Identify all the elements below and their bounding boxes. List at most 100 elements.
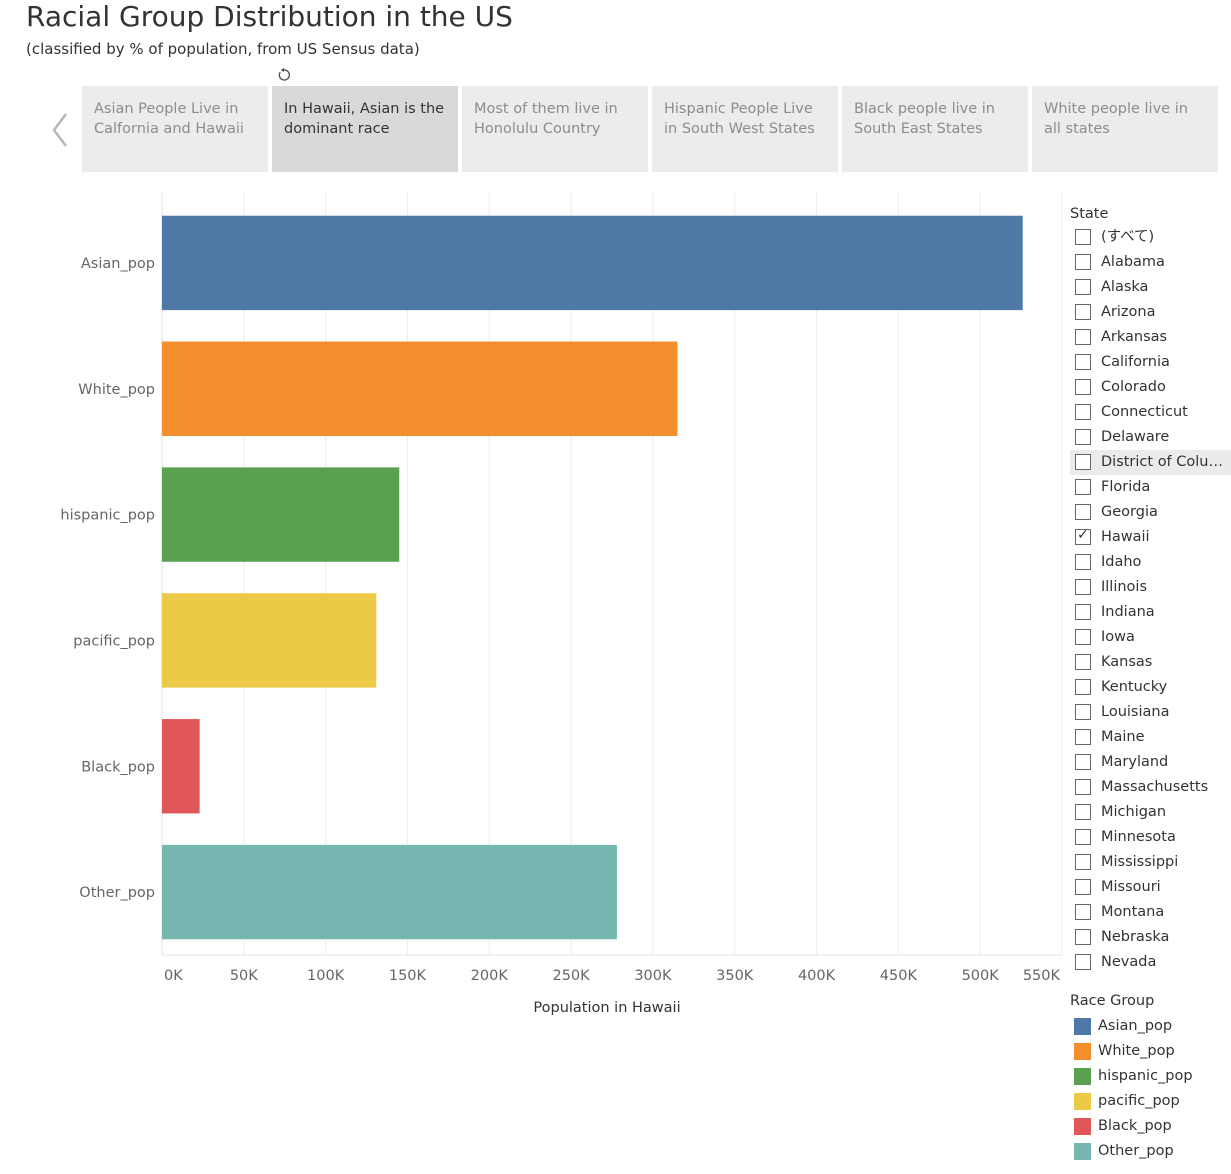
state-filter-label: Delaware <box>1101 429 1170 445</box>
state-filter-item[interactable]: Maine <box>1070 725 1231 750</box>
checkbox[interactable] <box>1075 379 1091 395</box>
state-filter-item[interactable]: Florida <box>1070 475 1231 500</box>
state-filter-list: (すべて) Alabama Alaska Arizona Arkansas Califor… <box>1070 225 1231 975</box>
checkbox[interactable] <box>1075 479 1091 495</box>
legend-item[interactable]: hispanic_pop <box>1070 1064 1231 1089</box>
bar[interactable] <box>162 719 200 814</box>
x-tick-label: 200K <box>471 968 509 984</box>
checkbox[interactable] <box>1075 904 1091 920</box>
checkbox[interactable] <box>1075 429 1091 445</box>
state-filter-item[interactable]: Louisiana <box>1070 700 1231 725</box>
state-filter-item[interactable]: ✓ Hawaii <box>1070 525 1231 550</box>
checkbox[interactable] <box>1075 254 1091 270</box>
state-filter-item[interactable]: Mississippi <box>1070 850 1231 875</box>
checkbox[interactable] <box>1075 629 1091 645</box>
state-filter-item[interactable]: Missouri <box>1070 875 1231 900</box>
checkbox[interactable] <box>1075 679 1091 695</box>
legend-label: Other_pop <box>1098 1143 1174 1159</box>
state-filter-item[interactable]: Alaska <box>1070 275 1231 300</box>
checkbox[interactable] <box>1075 779 1091 795</box>
bar[interactable] <box>162 593 377 688</box>
state-filter-item[interactable]: Kentucky <box>1070 675 1231 700</box>
legend-label: White_pop <box>1098 1043 1175 1059</box>
checkbox[interactable] <box>1075 304 1091 320</box>
checkbox[interactable] <box>1075 754 1091 770</box>
state-filter-item[interactable]: District of Columbia <box>1070 450 1231 475</box>
state-filter-item[interactable]: Maryland <box>1070 750 1231 775</box>
checkbox[interactable] <box>1075 554 1091 570</box>
state-filter-item[interactable]: Delaware <box>1070 425 1231 450</box>
revert-icon[interactable] <box>276 67 292 83</box>
story-point-tab[interactable]: Most of them live in Honolulu Country <box>462 86 648 172</box>
state-filter-label: Nebraska <box>1101 929 1170 945</box>
story-point-tab[interactable]: Black people live in South East States <box>842 86 1028 172</box>
checkbox[interactable] <box>1075 229 1091 245</box>
category-label: Other_pop <box>79 885 155 901</box>
checkbox[interactable] <box>1075 929 1091 945</box>
checkbox[interactable] <box>1075 354 1091 370</box>
legend-item[interactable]: Black_pop <box>1070 1114 1231 1139</box>
state-filter-item[interactable]: (すべて) <box>1070 225 1231 250</box>
state-filter-item[interactable]: Michigan <box>1070 800 1231 825</box>
checkbox[interactable] <box>1075 954 1091 970</box>
state-filter-item[interactable]: Georgia <box>1070 500 1231 525</box>
bar[interactable] <box>162 467 400 562</box>
state-filter-item[interactable]: California <box>1070 350 1231 375</box>
state-filter-label: Kentucky <box>1101 679 1168 695</box>
state-filter-item[interactable]: Indiana <box>1070 600 1231 625</box>
state-filter-item[interactable]: Illinois <box>1070 575 1231 600</box>
state-filter-item[interactable]: Arkansas <box>1070 325 1231 350</box>
checkbox[interactable] <box>1075 704 1091 720</box>
story-point-tab[interactable]: Hispanic People Live in South West State… <box>652 86 838 172</box>
checkbox[interactable] <box>1075 829 1091 845</box>
bar[interactable] <box>162 215 1023 311</box>
state-filter-item[interactable]: Montana <box>1070 900 1231 925</box>
state-filter-label: Nevada <box>1101 954 1157 970</box>
checkbox[interactable] <box>1075 854 1091 870</box>
bar[interactable] <box>162 341 678 436</box>
state-filter-item[interactable]: Idaho <box>1070 550 1231 575</box>
legend-item[interactable]: Other_pop <box>1070 1139 1231 1164</box>
legend-title: Race Group <box>1070 993 1155 1009</box>
state-filter-label: Illinois <box>1101 579 1148 595</box>
state-filter-item[interactable]: Colorado <box>1070 375 1231 400</box>
story-point-tab[interactable]: In Hawaii, Asian is the dominant race <box>272 86 458 172</box>
state-filter: State (すべて) Alabama Alaska Arizona Arkansas C… <box>1070 205 1231 985</box>
state-filter-item[interactable]: Alabama <box>1070 250 1231 275</box>
bar[interactable] <box>162 844 617 940</box>
checkbox[interactable] <box>1075 879 1091 895</box>
state-filter-item[interactable]: Minnesota <box>1070 825 1231 850</box>
legend-item[interactable]: White_pop <box>1070 1039 1231 1064</box>
checkbox[interactable] <box>1075 654 1091 670</box>
checkbox[interactable] <box>1075 404 1091 420</box>
state-filter-item[interactable]: Nebraska <box>1070 925 1231 950</box>
state-filter-item[interactable]: Arizona <box>1070 300 1231 325</box>
story-point-tab[interactable]: Asian People Live in Calfornia and Hawai… <box>82 86 268 172</box>
state-filter-item[interactable]: Connecticut <box>1070 400 1231 425</box>
state-filter-label: Hawaii <box>1101 529 1150 545</box>
state-filter-label: Florida <box>1101 479 1151 495</box>
state-filter-label: Indiana <box>1101 604 1155 620</box>
legend-item[interactable]: Asian_pop <box>1070 1014 1231 1039</box>
state-filter-label: Iowa <box>1101 629 1135 645</box>
chevron-left-icon[interactable] <box>46 110 74 150</box>
checkbox[interactable] <box>1075 804 1091 820</box>
legend-swatch <box>1074 1068 1091 1085</box>
checkbox[interactable]: ✓ <box>1075 527 1091 545</box>
story-point-tab[interactable]: White people live in all states <box>1032 86 1218 172</box>
state-filter-label: Mississippi <box>1101 854 1179 870</box>
checkbox[interactable] <box>1075 279 1091 295</box>
checkbox[interactable] <box>1075 729 1091 745</box>
state-filter-item[interactable]: Kansas <box>1070 650 1231 675</box>
checkbox[interactable] <box>1075 504 1091 520</box>
state-filter-item[interactable]: Iowa <box>1070 625 1231 650</box>
checkbox[interactable] <box>1075 579 1091 595</box>
state-filter-item[interactable]: Nevada <box>1070 950 1231 975</box>
checkbox[interactable] <box>1075 454 1091 470</box>
legend-label: hispanic_pop <box>1098 1068 1193 1084</box>
checkbox[interactable] <box>1075 329 1091 345</box>
legend-item[interactable]: pacific_pop <box>1070 1089 1231 1114</box>
x-tick-label: 400K <box>798 968 836 984</box>
state-filter-item[interactable]: Massachusetts <box>1070 775 1231 800</box>
checkbox[interactable] <box>1075 604 1091 620</box>
